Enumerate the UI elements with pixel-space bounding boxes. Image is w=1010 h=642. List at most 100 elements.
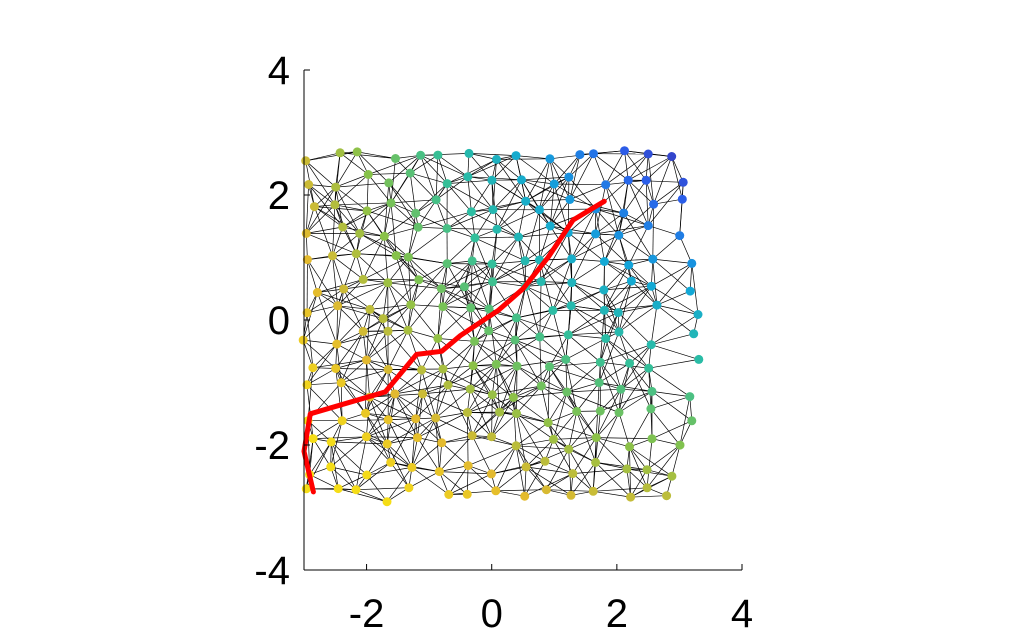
graph-edge xyxy=(335,187,344,228)
graph-edge xyxy=(679,396,691,446)
graph-edge xyxy=(492,259,540,283)
graph-edge xyxy=(336,288,345,345)
graph-edge xyxy=(516,366,518,414)
graph-edge xyxy=(410,304,439,339)
graph-edge xyxy=(471,211,519,238)
graph-edge xyxy=(330,466,357,490)
graph-node xyxy=(567,254,577,264)
graph-node xyxy=(549,179,559,189)
graph-edge xyxy=(571,234,619,260)
graph-edge xyxy=(314,206,368,212)
graph-edge xyxy=(330,441,368,476)
graph-edge xyxy=(488,263,493,309)
graph-edge xyxy=(516,317,569,336)
graph-edge xyxy=(408,471,440,489)
graph-edge xyxy=(652,258,692,264)
graph-edge xyxy=(495,364,517,414)
graph-edge xyxy=(604,212,625,262)
graph-edge xyxy=(539,334,569,338)
graph-edge xyxy=(651,259,654,287)
graph-edge xyxy=(653,182,684,205)
graph-edge xyxy=(624,150,629,181)
graph-edge xyxy=(568,334,606,339)
graph-edge xyxy=(356,236,385,254)
graph-edge xyxy=(618,281,632,332)
graph-edge xyxy=(314,206,343,228)
graph-edge xyxy=(386,443,413,468)
graph-edge xyxy=(549,158,571,200)
graph-node xyxy=(438,364,448,374)
graph-edge xyxy=(387,282,412,305)
graph-edge xyxy=(435,417,440,472)
graph-edge xyxy=(447,159,497,184)
graph-edge xyxy=(307,305,338,314)
graph-edge xyxy=(387,417,436,445)
graph-node xyxy=(520,491,530,501)
graph-edge xyxy=(407,329,438,339)
graph-edge xyxy=(679,420,693,446)
graph-edge xyxy=(332,255,345,290)
graph-edge xyxy=(513,397,517,446)
graph-edge xyxy=(656,304,699,315)
graph-node xyxy=(378,314,388,324)
graph-edge xyxy=(468,153,497,160)
graph-edge xyxy=(442,260,473,307)
graph-edge xyxy=(439,465,469,472)
graph-edge xyxy=(366,419,389,438)
graph-node xyxy=(309,202,319,212)
graph-edge xyxy=(518,225,551,238)
graph-edge xyxy=(439,471,492,475)
graph-edge xyxy=(366,359,422,371)
graph-edge xyxy=(518,232,569,238)
graph-edge xyxy=(467,176,472,212)
graph-node xyxy=(487,390,497,400)
graph-node xyxy=(545,221,555,231)
graph-edge xyxy=(554,183,606,186)
graph-edge xyxy=(387,256,409,284)
graph-edge xyxy=(617,312,652,345)
graph-node xyxy=(662,491,672,501)
graph-node xyxy=(363,170,373,179)
graph-node xyxy=(599,305,609,315)
x-tick-label: -2 xyxy=(349,592,385,636)
graph-edge xyxy=(467,412,469,466)
graph-edge xyxy=(439,435,473,472)
graph-node xyxy=(521,462,531,472)
graph-edge xyxy=(442,281,493,307)
graph-node xyxy=(433,150,443,160)
graph-edge xyxy=(309,474,339,489)
graph-edge xyxy=(342,419,389,422)
graph-edge xyxy=(549,366,577,412)
graph-edge xyxy=(355,436,367,490)
graph-edge xyxy=(384,213,416,237)
graph-edge xyxy=(446,228,476,239)
graph-edge xyxy=(384,236,420,281)
graph-edge xyxy=(628,264,658,306)
graph-edge xyxy=(653,156,673,205)
graph-edge xyxy=(422,368,444,395)
graph-edge xyxy=(388,368,444,370)
graph-node xyxy=(652,300,662,310)
graph-node xyxy=(563,330,573,340)
graph-edge xyxy=(387,282,442,289)
graph-edge xyxy=(468,153,493,181)
graph-node xyxy=(568,469,578,479)
graph-edge xyxy=(446,209,494,229)
graph-edge xyxy=(496,159,522,181)
graph-node xyxy=(332,339,342,349)
graph-edge xyxy=(631,280,658,306)
graph-edge xyxy=(388,182,416,214)
graph-edge xyxy=(441,260,473,289)
graph-edge xyxy=(565,359,600,383)
graph-node xyxy=(338,222,348,232)
y-tick-label: 0 xyxy=(268,299,290,343)
graph-edge xyxy=(314,206,333,256)
graph-node xyxy=(330,200,340,210)
graph-edge xyxy=(355,489,388,503)
graph-edge xyxy=(603,264,630,311)
graph-edge xyxy=(689,263,693,292)
graph-node xyxy=(642,465,652,475)
graph-edge xyxy=(492,260,526,283)
graph-edge xyxy=(492,385,542,396)
